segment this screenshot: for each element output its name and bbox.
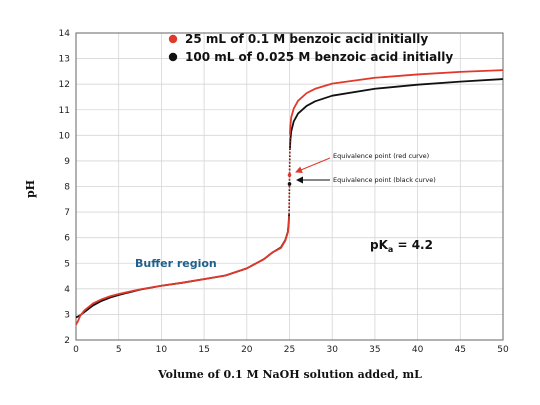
y-axis-title: pH xyxy=(24,180,37,198)
x-tick-label: 20 xyxy=(241,345,253,355)
x-tick-label: 45 xyxy=(455,345,466,355)
x-tick-label: 50 xyxy=(497,345,509,355)
legend-marker-red xyxy=(168,34,178,44)
y-tick-label: 5 xyxy=(64,259,70,269)
y-tick-label: 9 xyxy=(64,157,70,167)
y-tick-label: 7 xyxy=(64,208,70,218)
red-curve-before xyxy=(75,217,290,326)
pka-label: pKa = 4.2 xyxy=(370,238,433,254)
x-tick-label: 10 xyxy=(156,345,168,355)
x-tick-label: 0 xyxy=(73,345,79,355)
plot-frame xyxy=(75,32,504,341)
y-tick-label: 3 xyxy=(64,310,70,320)
x-tick-labels: 0 5 10 15 20 25 30 35 40 45 50 xyxy=(73,345,509,355)
y-tick-label: 8 xyxy=(64,183,70,193)
legend: 25 mL of 0.1 M benzoic acid initially 10… xyxy=(168,32,453,64)
x-tick-label: 40 xyxy=(412,345,424,355)
y-tick-labels: 2 3 4 5 6 7 8 9 10 11 12 13 14 xyxy=(59,29,71,346)
y-tick-label: 2 xyxy=(64,336,70,346)
pka-subscript: a xyxy=(388,245,393,254)
x-tick-label: 5 xyxy=(116,345,122,355)
pka-value: = 4.2 xyxy=(393,238,433,252)
legend-marker-black xyxy=(168,52,178,62)
y-tick-label: 13 xyxy=(59,55,70,65)
equivalence-point-black xyxy=(287,182,292,186)
equivalence-label-red: Equivalence point (red curve) xyxy=(333,152,429,160)
black-equivalence-jump xyxy=(288,149,291,215)
legend-entry-red: 25 mL of 0.1 M benzoic acid initially xyxy=(185,32,428,46)
equivalence-label-black: Equivalence point (black curve) xyxy=(333,176,436,184)
equivalence-point-red xyxy=(287,173,292,177)
equivalence-arrow-red xyxy=(295,157,331,173)
series-lines xyxy=(75,69,504,326)
x-tick-label: 15 xyxy=(198,345,209,355)
red-curve-after xyxy=(289,69,504,135)
black-curve-after xyxy=(289,78,504,150)
y-tick-label: 14 xyxy=(59,29,71,39)
y-tick-label: 12 xyxy=(59,80,70,90)
x-tick-label: 30 xyxy=(326,345,338,355)
y-tick-label: 10 xyxy=(59,131,71,141)
legend-entry-black: 100 mL of 0.025 M benzoic acid initially xyxy=(185,50,453,64)
x-axis-title: Volume of 0.1 M NaOH solution added, mL xyxy=(157,368,422,381)
x-tick-label: 35 xyxy=(369,345,380,355)
pka-text: pK xyxy=(370,238,389,252)
y-tick-label: 6 xyxy=(64,234,70,244)
y-tick-label: 4 xyxy=(64,285,70,295)
buffer-region-label: Buffer region xyxy=(135,257,217,270)
x-tick-label: 25 xyxy=(284,345,295,355)
y-tick-label: 11 xyxy=(59,106,70,116)
